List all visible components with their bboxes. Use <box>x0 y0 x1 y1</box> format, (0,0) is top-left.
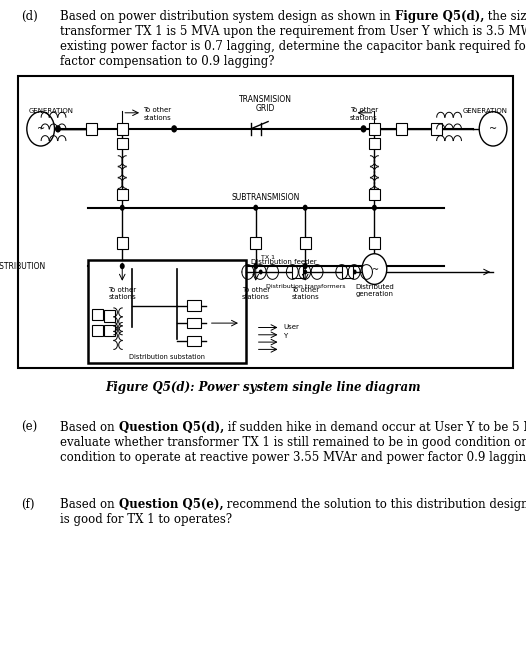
Text: generation: generation <box>356 291 393 297</box>
Text: Based on: Based on <box>60 498 119 511</box>
Text: ~: ~ <box>37 124 45 134</box>
Text: TRANSMISION: TRANSMISION <box>239 95 292 104</box>
Text: Distribution feeder: Distribution feeder <box>251 259 317 265</box>
Circle shape <box>362 254 387 284</box>
Bar <box>342 266 352 278</box>
Circle shape <box>302 205 308 211</box>
Text: ~: ~ <box>371 265 378 274</box>
Circle shape <box>352 269 357 274</box>
Circle shape <box>171 125 177 132</box>
Circle shape <box>479 111 507 146</box>
Text: DISTRIBUTION: DISTRIBUTION <box>0 261 46 271</box>
Circle shape <box>399 125 404 132</box>
Circle shape <box>254 263 258 269</box>
Bar <box>431 123 442 135</box>
Text: To other: To other <box>144 107 171 113</box>
Text: Distribution transformers: Distribution transformers <box>266 284 345 289</box>
Text: stations: stations <box>144 115 171 121</box>
Bar <box>369 237 380 248</box>
FancyBboxPatch shape <box>18 76 513 368</box>
Text: transformer TX 1 is 5 MVA upon the requirement from User Y which is 3.5 MW. If t: transformer TX 1 is 5 MVA upon the requi… <box>60 25 526 38</box>
Bar <box>369 123 380 135</box>
Text: stations: stations <box>108 294 136 300</box>
Bar <box>117 188 128 200</box>
Bar <box>117 138 128 149</box>
Bar <box>92 325 103 336</box>
Text: stations: stations <box>350 115 378 121</box>
Text: To other: To other <box>108 287 136 293</box>
Bar <box>187 318 201 328</box>
Bar <box>187 336 201 346</box>
Text: the size of: the size of <box>484 10 526 23</box>
Circle shape <box>302 263 308 269</box>
Bar <box>117 237 128 248</box>
Text: User: User <box>283 325 299 331</box>
Bar <box>117 123 128 135</box>
Text: SUBTRANSMISION: SUBTRANSMISION <box>231 193 300 202</box>
Circle shape <box>27 111 55 146</box>
Text: Figure Q5(d),: Figure Q5(d), <box>395 10 484 23</box>
Text: Question Q5(e),: Question Q5(e), <box>119 498 224 511</box>
Text: recommend the solution to this distribution design so that it: recommend the solution to this distribut… <box>224 498 526 511</box>
Text: if sudden hike in demand occur at User Y to be 5 MW,: if sudden hike in demand occur at User Y… <box>224 421 526 434</box>
Text: Figure Q5(d): Power system single line diagram: Figure Q5(d): Power system single line d… <box>105 381 421 394</box>
Text: ~: ~ <box>489 124 497 134</box>
Circle shape <box>360 125 367 132</box>
Text: To other: To other <box>241 287 270 293</box>
Bar <box>300 237 311 248</box>
Circle shape <box>372 205 377 211</box>
Text: (f): (f) <box>21 498 35 511</box>
Text: TX 1: TX 1 <box>261 256 275 260</box>
Text: Question Q5(d),: Question Q5(d), <box>119 421 224 434</box>
Circle shape <box>254 205 258 211</box>
Bar <box>250 237 261 248</box>
Text: To other: To other <box>291 287 319 293</box>
Bar <box>88 260 246 363</box>
Text: stations: stations <box>291 294 319 300</box>
Text: evaluate whether transformer TX 1 is still remained to be in good condition or b: evaluate whether transformer TX 1 is sti… <box>60 436 526 449</box>
Circle shape <box>55 125 61 132</box>
Text: Based on power distribution system design as shown in: Based on power distribution system desig… <box>60 10 395 23</box>
Text: stations: stations <box>242 294 270 300</box>
Bar <box>105 325 115 336</box>
Bar <box>369 138 380 149</box>
Text: Distributed: Distributed <box>355 284 394 289</box>
Text: Based on: Based on <box>60 421 119 434</box>
Bar <box>292 266 303 278</box>
Text: condition to operate at reactive power 3.55 MVAr and power factor 0.9 lagging?: condition to operate at reactive power 3… <box>60 451 526 464</box>
Circle shape <box>120 205 125 211</box>
Bar <box>187 301 201 311</box>
Bar <box>105 310 115 321</box>
Bar <box>86 123 97 135</box>
Bar <box>369 188 380 200</box>
Text: GRID: GRID <box>256 104 275 113</box>
Text: (d): (d) <box>21 10 38 23</box>
Text: Distribution substation: Distribution substation <box>129 353 205 360</box>
Text: To other: To other <box>350 107 378 113</box>
Bar <box>92 308 103 320</box>
Circle shape <box>303 269 307 274</box>
Bar <box>396 123 407 135</box>
Text: GENERATION: GENERATION <box>463 108 508 114</box>
Text: existing power factor is 0.7 lagging, determine the capacitor bank required for : existing power factor is 0.7 lagging, de… <box>60 40 526 53</box>
Text: (e): (e) <box>21 421 37 434</box>
Circle shape <box>259 269 262 274</box>
Text: is good for TX 1 to operates?: is good for TX 1 to operates? <box>60 513 232 526</box>
Circle shape <box>120 263 125 269</box>
Text: Y: Y <box>283 333 287 339</box>
Text: factor compensation to 0.9 lagging?: factor compensation to 0.9 lagging? <box>60 55 275 68</box>
Text: GENERATION: GENERATION <box>28 108 73 114</box>
